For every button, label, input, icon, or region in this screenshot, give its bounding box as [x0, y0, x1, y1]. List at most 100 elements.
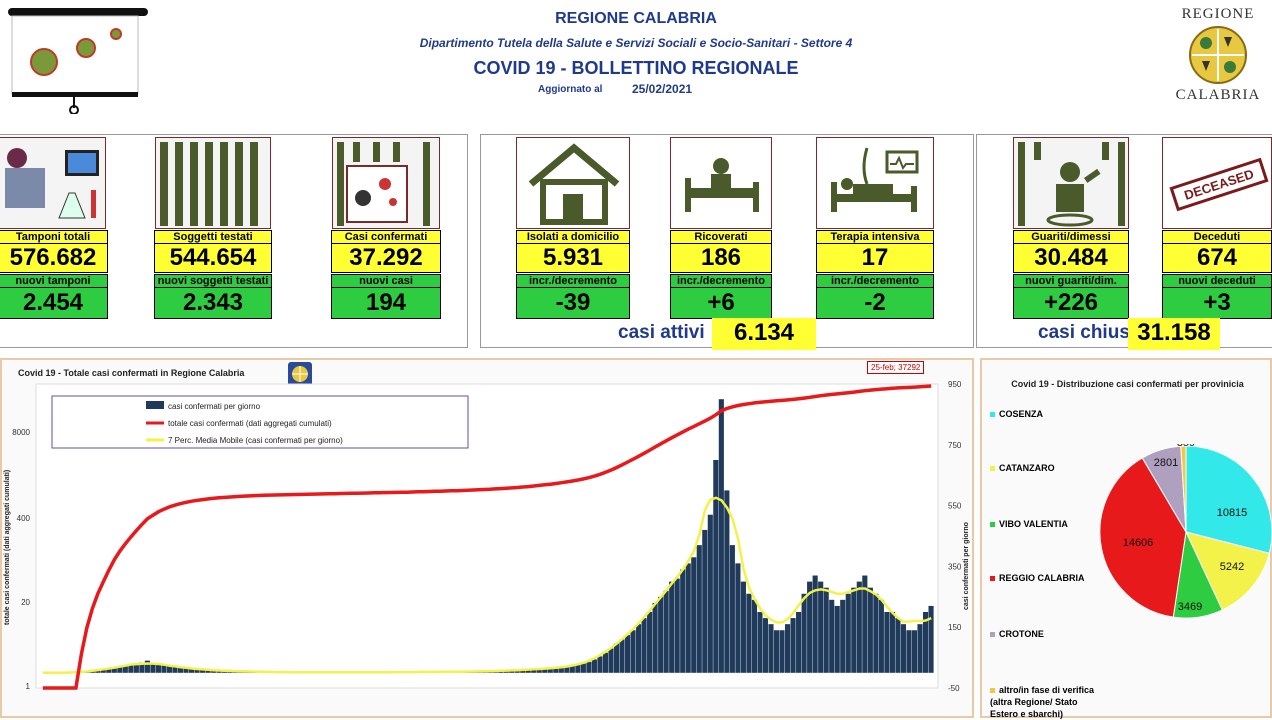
province-legend-item: altro/in fase di verifica (altra Regione…: [990, 684, 1100, 720]
daily-bar: [603, 653, 608, 673]
left-tick-label: 1: [26, 682, 31, 691]
province-name: VIBO VALENTIA: [999, 519, 1068, 529]
daily-bar: [906, 630, 911, 673]
daily-bar: [735, 563, 740, 672]
legend-color-swatch: [990, 466, 995, 471]
region-name: REGIONE CALABRIA: [0, 10, 1272, 28]
daily-bar: [917, 624, 922, 673]
daily-bar: [608, 648, 613, 672]
daily-bar: [779, 630, 784, 673]
tamponi-label: Tamponi totali: [0, 230, 108, 244]
deceduti-label: Deceduti: [1162, 230, 1272, 244]
guariti-value: 30.484: [1013, 243, 1129, 273]
daily-bar: [840, 600, 845, 673]
chart-callout: 25-feb; 37292: [867, 361, 924, 374]
daily-bar: [746, 594, 751, 673]
casi-chiusi-label: casi chiusi: [1038, 322, 1135, 344]
daily-bar: [719, 399, 724, 673]
regione-logo: REGIONE CALABRIA: [1168, 6, 1268, 116]
pie-title: Covid 19 - Distribuzione casi confermati…: [1010, 378, 1245, 390]
right-tick-label: 950: [948, 380, 962, 389]
daily-bar: [857, 582, 862, 673]
right-axis-title: casi confermati per giorno: [963, 522, 970, 610]
soggetti-label: Soggetti testati: [154, 230, 272, 244]
people-grid-icon: [155, 137, 271, 229]
deceduti-value: 674: [1162, 243, 1272, 273]
daily-bar: [785, 624, 790, 673]
terapia-change-label: incr./decremento: [816, 274, 934, 288]
recovered-person-icon: [1013, 137, 1129, 229]
pie-slice-label: 14606: [1123, 537, 1154, 549]
daily-bar: [824, 588, 829, 673]
guariti-label: Guariti/dimessi: [1013, 230, 1129, 244]
nuovi-tamponi-value: 2.454: [0, 287, 108, 319]
casi-value: 37.292: [331, 243, 441, 273]
daily-bar: [846, 594, 851, 673]
province-legend-item: CATANZARO: [990, 462, 1090, 474]
daily-bar: [890, 612, 895, 673]
nuovi-guariti-value: +226: [1013, 287, 1129, 319]
daily-bar: [791, 618, 796, 673]
legend-label: 7 Perc. Media Mobile (casi confermati pe…: [168, 436, 343, 445]
province-pie-chart: 1081552423469146062801359: [1098, 444, 1272, 620]
daily-bar: [829, 600, 834, 673]
daily-bar: [768, 624, 773, 673]
legend-color-swatch: [990, 522, 995, 527]
right-tick-label: 350: [948, 562, 962, 571]
daily-bar: [575, 665, 580, 673]
cases-chart: casi confermati per giorno totale casi co…: [0, 380, 972, 716]
pie-slice-label: 5242: [1220, 561, 1244, 573]
province-legend-item: VIBO VALENTIA: [990, 518, 1090, 530]
daily-bar: [697, 545, 702, 673]
right-tick-label: 550: [948, 502, 962, 511]
daily-bar: [752, 600, 757, 673]
left-axis-title: totale casi confermati (dati aggregati c…: [4, 470, 11, 625]
province-name: REGGIO CALABRIA: [999, 573, 1085, 583]
daily-bar: [713, 460, 718, 673]
daily-bar: [636, 624, 641, 673]
province-name: CATANZARO: [999, 463, 1055, 473]
ricoverati-change-value: +6: [670, 287, 772, 319]
intensive-care-icon: [816, 137, 934, 229]
daily-bar: [619, 639, 624, 672]
nuovi-deceduti-label: nuovi deceduti: [1162, 274, 1272, 288]
legend-swatch: [146, 401, 164, 409]
daily-bar: [708, 515, 713, 673]
daily-bar: [741, 582, 746, 673]
isolati-label: Isolati a domicilio: [516, 230, 630, 244]
province-name: COSENZA: [999, 409, 1043, 419]
chart-title: Covid 19 - Totale casi confermati in Reg…: [18, 368, 244, 378]
soggetti-value: 544.654: [154, 243, 272, 273]
isolati-change-value: -39: [516, 287, 630, 319]
daily-bar: [884, 612, 889, 673]
left-tick-label: 20: [21, 598, 30, 607]
daily-bar: [150, 664, 155, 673]
legend-color-swatch: [990, 632, 995, 637]
tamponi-value: 576.682: [0, 243, 108, 273]
daily-bar: [763, 618, 768, 673]
province-legend-item: CROTONE: [990, 628, 1090, 640]
daily-bar: [647, 612, 652, 673]
daily-bar: [868, 588, 873, 673]
updated-label: Aggiornato al: [538, 84, 602, 95]
daily-bar: [851, 588, 856, 673]
ricoverati-change-label: incr./decremento: [670, 274, 772, 288]
province-legend-item: REGGIO CALABRIA: [990, 572, 1090, 584]
casi-attivi-value: 6.134: [712, 318, 816, 350]
nuovi-casi-label: nuovi casi: [331, 274, 441, 288]
logo-bottom-text: CALABRIA: [1168, 87, 1268, 104]
daily-bar: [597, 656, 602, 672]
left-tick-label: 400: [17, 514, 31, 523]
logo-top-text: REGIONE: [1168, 6, 1268, 23]
daily-bar: [592, 659, 597, 672]
daily-bar: [912, 630, 917, 673]
nuovi-guariti-label: nuovi guariti/dim.: [1013, 274, 1129, 288]
pie-slice-label: 10815: [1217, 507, 1248, 519]
left-tick-label: 8000: [12, 428, 30, 437]
legend-color-swatch: [990, 688, 995, 693]
daily-bar: [680, 569, 685, 672]
terapia-change-value: -2: [816, 287, 934, 319]
terapia-label: Terapia intensiva: [816, 230, 934, 244]
house-icon: [516, 137, 630, 229]
pie-slice-label: 359: [1177, 444, 1195, 449]
